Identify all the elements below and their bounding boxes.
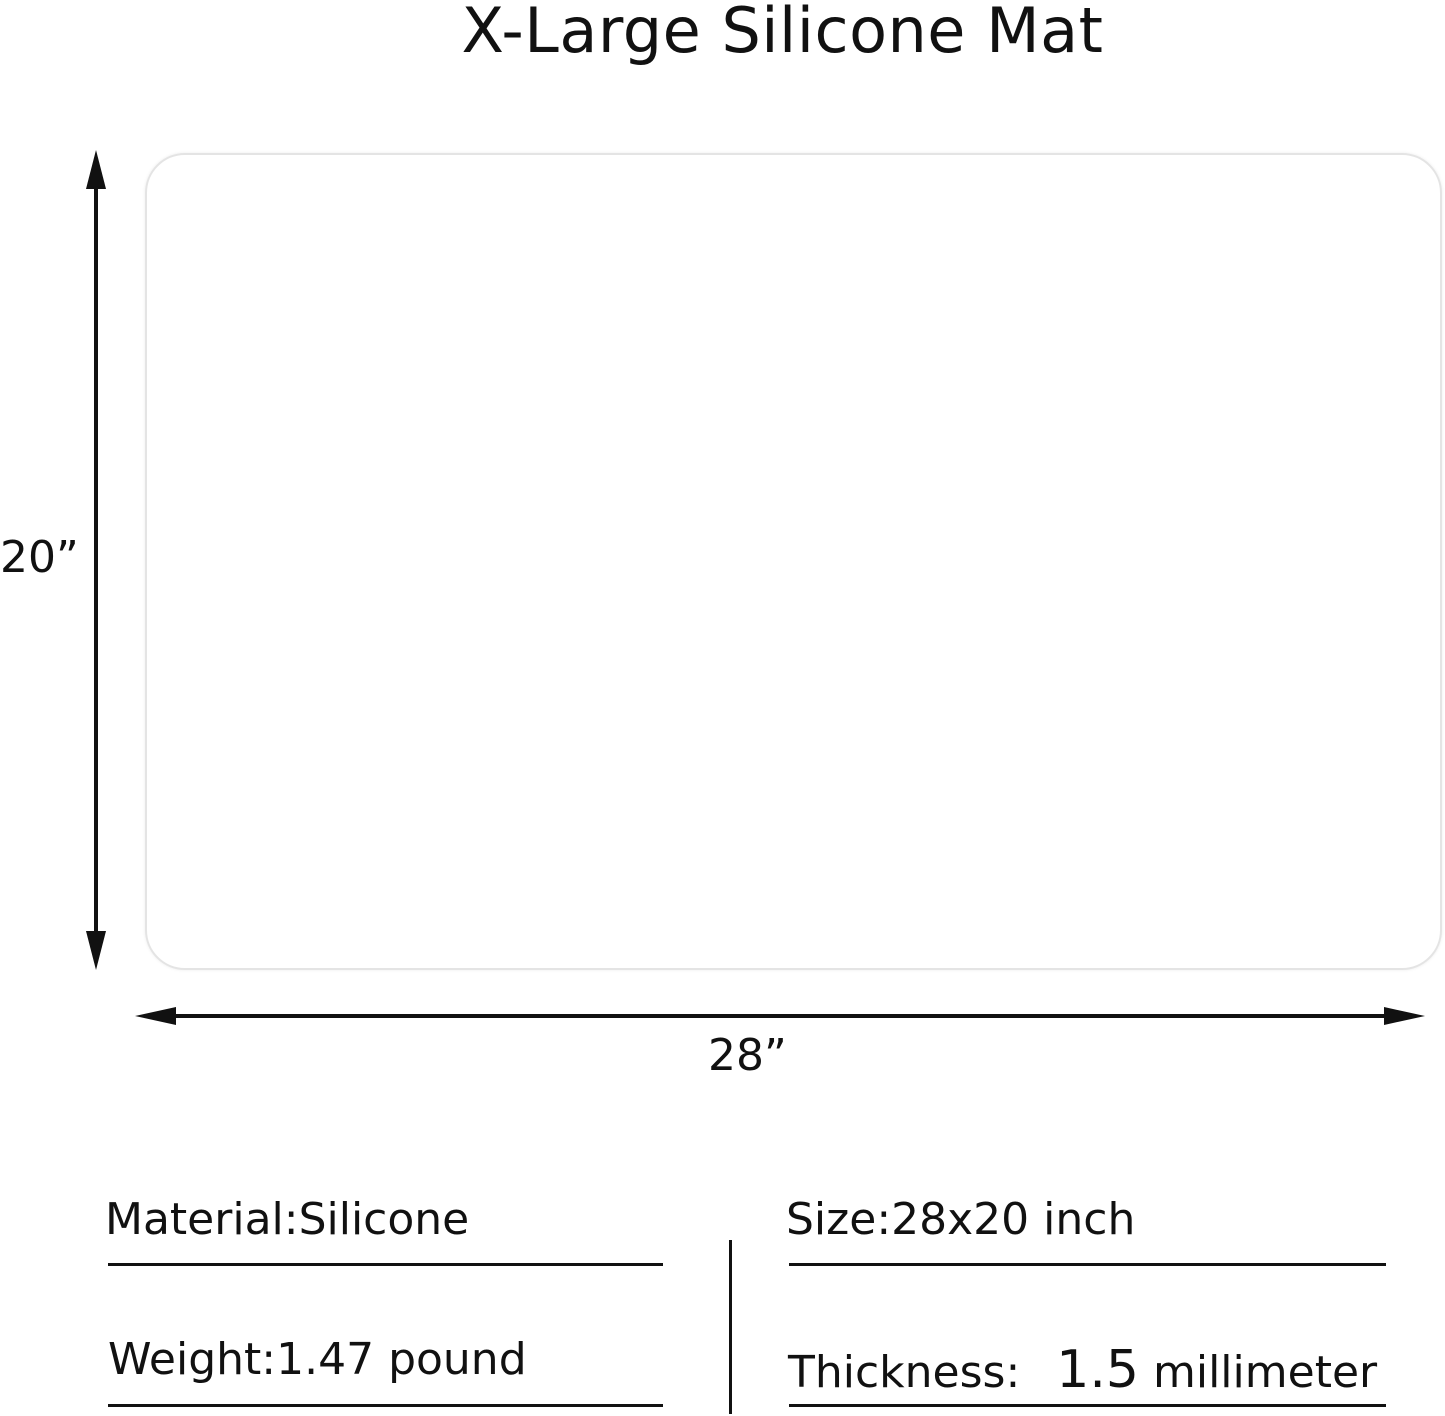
thickness-value: 1.5: [1056, 1340, 1139, 1400]
column-divider: [729, 1240, 732, 1414]
height-arrow: [86, 150, 106, 970]
weight-spec: Weight:1.47 pound: [108, 1334, 527, 1385]
title: X-Large Silicone Mat: [461, 0, 1104, 67]
thickness-underline: [789, 1404, 1386, 1407]
thickness-spec: Thickness: 1.5 millimeter: [788, 1340, 1377, 1400]
thickness-unit: millimeter: [1153, 1347, 1378, 1398]
weight-underline: [108, 1404, 663, 1407]
height-label: 20”: [0, 532, 79, 583]
size-underline: [789, 1263, 1386, 1266]
material-underline: [108, 1263, 663, 1266]
thickness-label: Thickness:: [788, 1347, 1021, 1398]
width-label: 28”: [708, 1030, 787, 1081]
material-spec: Material:Silicone: [105, 1194, 470, 1245]
width-arrow: [135, 1007, 1425, 1025]
size-spec: Size:28x20 inch: [786, 1194, 1136, 1245]
silicone-mat-outline: [145, 153, 1442, 970]
